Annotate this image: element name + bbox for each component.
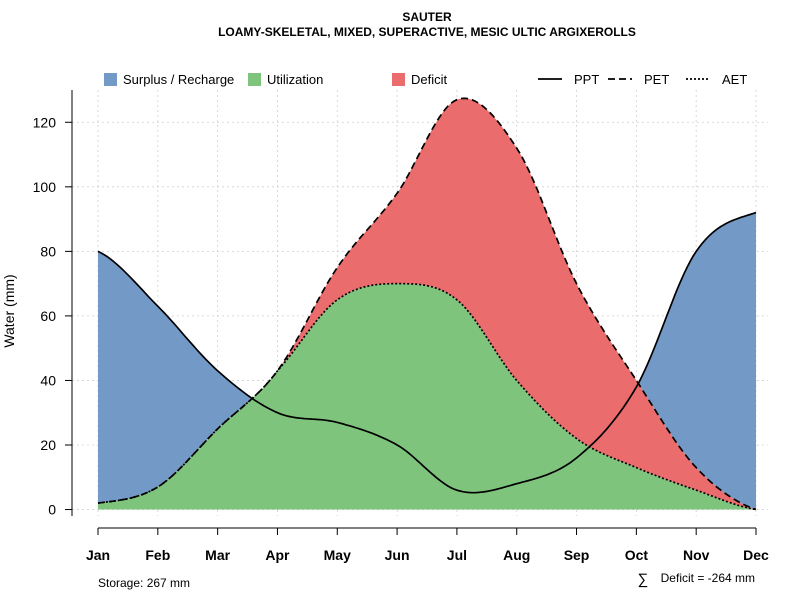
legend-swatch [104, 73, 117, 86]
legend-item: Utilization [248, 72, 323, 87]
legend-label: AET [722, 72, 747, 87]
deficit-area [98, 98, 756, 510]
legend-label: Surplus / Recharge [123, 72, 234, 87]
y-tick-label: 40 [40, 372, 56, 388]
x-tick-label: Jan [86, 547, 110, 563]
y-tick-label: 80 [40, 243, 56, 259]
legend-label: PPT [574, 72, 599, 87]
surplus-recharge-area [98, 212, 756, 510]
x-tick-label: Mar [205, 547, 230, 563]
line-layer [97, 97, 757, 511]
legend-label: Deficit [411, 72, 448, 87]
pet-line [97, 97, 757, 511]
x-tick-label: Apr [265, 547, 290, 563]
y-tick-label: 20 [40, 437, 56, 453]
sum-symbol: ∑ [638, 571, 649, 588]
x-tick-label: Dec [743, 547, 769, 563]
y-tick-label: 60 [40, 308, 56, 324]
legend-item: Surplus / Recharge [104, 72, 234, 87]
legend-label: PET [644, 72, 669, 87]
y-axis-label: Water (mm) [1, 274, 17, 347]
axes: 0 20 40 60 80 100 120 Jan Feb Mar Apr May Jun Jul Aug S… [33, 90, 769, 563]
legend-label: Utilization [267, 72, 323, 87]
legend-item: PET [608, 72, 669, 87]
storage-note: Storage: 267 mm [98, 576, 190, 590]
ppt-line [97, 211, 757, 494]
chart-title: SAUTER [402, 10, 452, 24]
y-tick-label: 100 [33, 179, 57, 195]
legend-swatch [248, 73, 261, 86]
x-tick-label: Jul [447, 547, 467, 563]
chart-subtitle: LOAMY-SKELETAL, MIXED, SUPERACTIVE, MESI… [218, 25, 636, 39]
x-tick-label: Aug [503, 547, 530, 563]
y-tick-label: 0 [48, 502, 56, 518]
area-layer [98, 98, 756, 510]
utilization-area [98, 283, 756, 510]
x-tick-label: May [324, 547, 351, 563]
x-tick-label: Sep [564, 547, 590, 563]
x-tick-label: Oct [625, 547, 649, 563]
x-tick-label: Jun [385, 547, 410, 563]
deficit-note: Deficit = -264 mm [661, 571, 755, 585]
legend-item: Deficit [392, 72, 448, 87]
legend-swatch [392, 73, 405, 86]
legend-item: AET [686, 72, 747, 87]
x-tick-label: Nov [683, 547, 710, 563]
legend-item: PPT [538, 72, 599, 87]
x-tick-label: Feb [145, 547, 170, 563]
y-tick-label: 120 [33, 114, 57, 130]
legend: Surplus / Recharge Utilization Deficit PPT P… [104, 72, 747, 87]
